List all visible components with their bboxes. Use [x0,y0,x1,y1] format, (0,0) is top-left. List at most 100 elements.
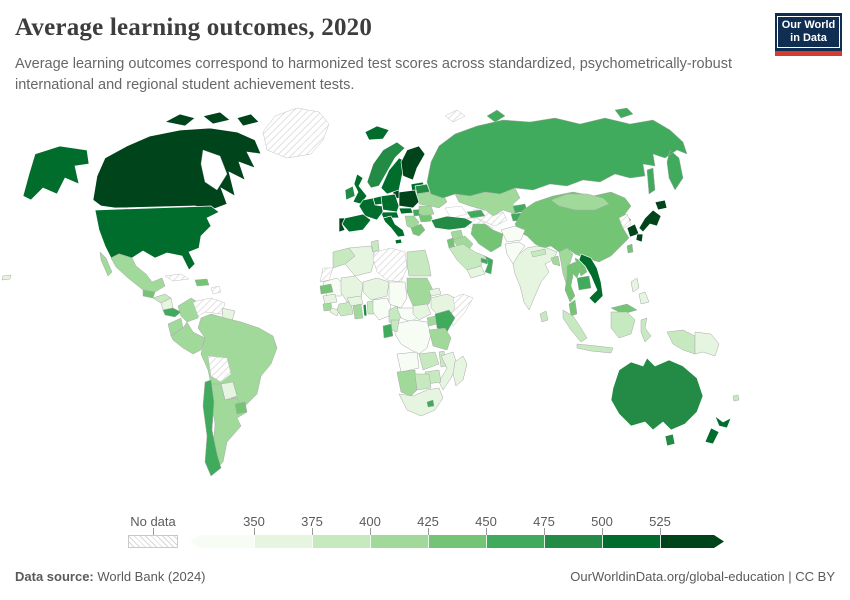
country-drc[interactable] [394,319,432,355]
country-cuba[interactable] [164,273,190,282]
country-congo[interactable] [390,319,400,333]
country-finland[interactable] [400,145,426,181]
country-uruguay[interactable] [234,401,248,415]
country-gabon[interactable] [382,323,394,339]
legend-colorbar-segment[interactable] [602,535,660,548]
country-guinea[interactable] [322,293,338,305]
country-ireland[interactable] [344,185,356,201]
legend-colorbar-segment[interactable] [428,535,486,548]
country-romania[interactable] [418,205,435,217]
country-kenya[interactable] [434,309,456,333]
country-afghanistan[interactable] [500,225,526,243]
country-burkina-faso[interactable] [346,295,364,307]
country-eritrea[interactable] [428,287,442,297]
country-australia[interactable] [610,357,704,447]
legend-colorbar-segment[interactable] [312,535,370,548]
country-tunisia[interactable] [370,239,380,253]
country-botswana[interactable] [414,373,432,391]
country-papua-new-guinea[interactable] [694,331,720,357]
country-russia[interactable] [426,107,688,199]
country-iran[interactable] [470,223,504,253]
country-arctic-islands[interactable] [164,111,260,127]
country-zambia[interactable] [418,351,440,371]
country-libya[interactable] [372,247,408,283]
country-south-sudan[interactable] [412,303,432,321]
country-iceland[interactable] [364,125,390,141]
country-bulgaria[interactable] [418,214,434,223]
country-portugal[interactable] [338,217,346,233]
country-bolivia[interactable] [207,355,232,383]
country-taiwan[interactable] [626,243,634,254]
country-venezuela[interactable] [192,297,226,317]
country-senegal[interactable] [319,283,334,295]
country-yemen[interactable] [466,265,486,279]
country-oman[interactable] [484,255,494,275]
country-costa-rica-panama[interactable] [162,307,182,318]
country-japan[interactable] [635,199,668,243]
legend-colorbar-segment[interactable] [370,535,428,548]
country-nigeria[interactable] [372,297,392,321]
country-poland[interactable] [398,189,420,209]
country-france[interactable] [358,197,384,221]
country-madagascar[interactable] [452,355,468,387]
country-sudan[interactable] [406,277,434,307]
country-peru[interactable] [170,321,206,355]
country-ghana[interactable] [352,303,364,320]
country-mexico[interactable] [99,251,166,293]
country-uae[interactable] [480,257,489,265]
legend-colorbar-segment[interactable] [660,535,724,548]
country-togo[interactable] [362,303,368,317]
owid-logo[interactable]: Our World in Data [775,13,842,56]
country-alaska[interactable] [22,145,90,201]
country-fiji[interactable] [732,394,740,402]
country-angola[interactable] [396,351,420,373]
country-chad[interactable] [388,281,408,309]
country-turkey[interactable] [430,215,474,231]
country-norway[interactable] [366,141,406,189]
license-link[interactable]: OurWorldinData.org/global-education | CC… [570,569,835,584]
country-spain[interactable] [341,213,372,233]
country-western-sahara[interactable] [319,267,334,283]
legend-colorbar-segment[interactable] [544,535,602,548]
country-north-korea[interactable] [618,213,632,229]
country-india[interactable] [512,245,558,311]
country-vietnam[interactable] [578,253,604,305]
country-hispaniola[interactable] [194,278,210,287]
country-nepal[interactable] [530,248,547,258]
country-namibia[interactable] [396,369,418,397]
legend-colorbar-segment[interactable] [486,535,544,548]
country-new-zealand[interactable] [704,415,732,445]
country-bahamas[interactable] [210,285,222,295]
country-egypt[interactable] [406,249,432,277]
legend-colorbar[interactable] [190,535,724,548]
country-italy[interactable] [382,215,406,245]
country-bangladesh[interactable] [550,255,561,267]
country-cambodia[interactable] [576,275,592,291]
legend-colorbar-segment[interactable] [254,535,312,548]
pacific-island[interactable] [1,274,12,281]
country-saudi-arabia[interactable] [448,243,486,271]
country-benin[interactable] [366,300,375,315]
country-south-africa[interactable] [398,387,444,417]
country-czechia[interactable] [398,207,414,215]
country-mongolia[interactable] [550,193,610,211]
country-caucasus[interactable] [466,209,486,219]
country-niger[interactable] [362,277,390,301]
country-tanzania[interactable] [428,327,452,351]
country-canada[interactable] [92,127,262,211]
country-sri-lanka[interactable] [539,310,549,323]
country-lesotho[interactable] [426,399,435,408]
country-greece[interactable] [410,223,426,237]
legend-colorbar-segment[interactable] [190,535,254,548]
country-austria-switzerland[interactable] [380,211,400,219]
country-algeria[interactable] [344,245,376,277]
country-mozambique[interactable] [438,351,458,391]
legend-no-data-swatch[interactable] [128,535,178,548]
country-svalbard[interactable] [444,109,466,123]
country-chile[interactable] [202,379,222,477]
country-indonesia[interactable] [562,309,696,355]
country-thailand[interactable] [564,261,582,303]
country-philippines[interactable] [630,277,650,305]
country-greenland[interactable] [262,107,330,159]
world-choropleth-map[interactable] [0,106,835,506]
